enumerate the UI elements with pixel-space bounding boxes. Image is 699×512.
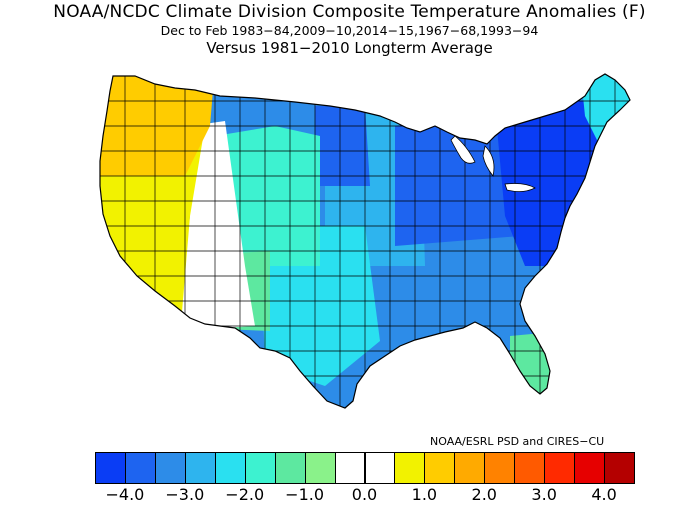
legend-swatch — [124, 452, 156, 484]
region-northern-rockies — [215, 126, 320, 266]
legend-swatch — [95, 452, 126, 484]
legend-swatch — [514, 452, 546, 484]
legend-swatch — [364, 452, 396, 484]
region-northeast — [495, 96, 630, 266]
us-border — [99, 73, 631, 409]
legend-tick: 1.0 — [411, 485, 438, 504]
legend-swatch — [184, 452, 216, 484]
legend-tick: 2.0 — [471, 485, 497, 504]
legend-tick: −1.0 — [285, 485, 325, 504]
legend-swatch — [574, 452, 606, 484]
composite-years-subtitle: Dec to Feb 1983−84,2009−10,2014−15,1967−… — [160, 23, 539, 38]
legend-tick: −2.0 — [225, 485, 265, 504]
legend-swatch — [274, 452, 306, 484]
legend-swatch — [454, 452, 486, 484]
color-legend — [95, 452, 635, 484]
legend-swatch — [214, 452, 246, 484]
us-climate-division-map — [99, 73, 631, 409]
legend-tick: 4.0 — [591, 485, 617, 504]
legend-swatch — [244, 452, 276, 484]
legend-swatch — [394, 452, 426, 484]
region-northern-plains — [315, 106, 370, 186]
legend-swatch — [334, 452, 366, 484]
legend-swatch — [154, 452, 186, 484]
legend-tick: 3.0 — [531, 485, 557, 504]
map-title: NOAA/NCDC Climate Division Composite Tem… — [53, 2, 646, 22]
legend-swatch — [424, 452, 456, 484]
data-credit: NOAA/ESRL PSD and CIRES−CU — [430, 435, 605, 448]
legend-tick: −3.0 — [165, 485, 205, 504]
baseline-subtitle: Versus 1981−2010 Longterm Average — [206, 39, 493, 57]
legend-swatch — [304, 452, 336, 484]
legend-tick: 0.0 — [351, 485, 378, 504]
legend-swatch — [604, 452, 635, 484]
legend-swatch — [544, 452, 576, 484]
legend-swatch — [484, 452, 516, 484]
great-lakes — [450, 135, 536, 192]
legend-tick: −4.0 — [105, 485, 145, 504]
